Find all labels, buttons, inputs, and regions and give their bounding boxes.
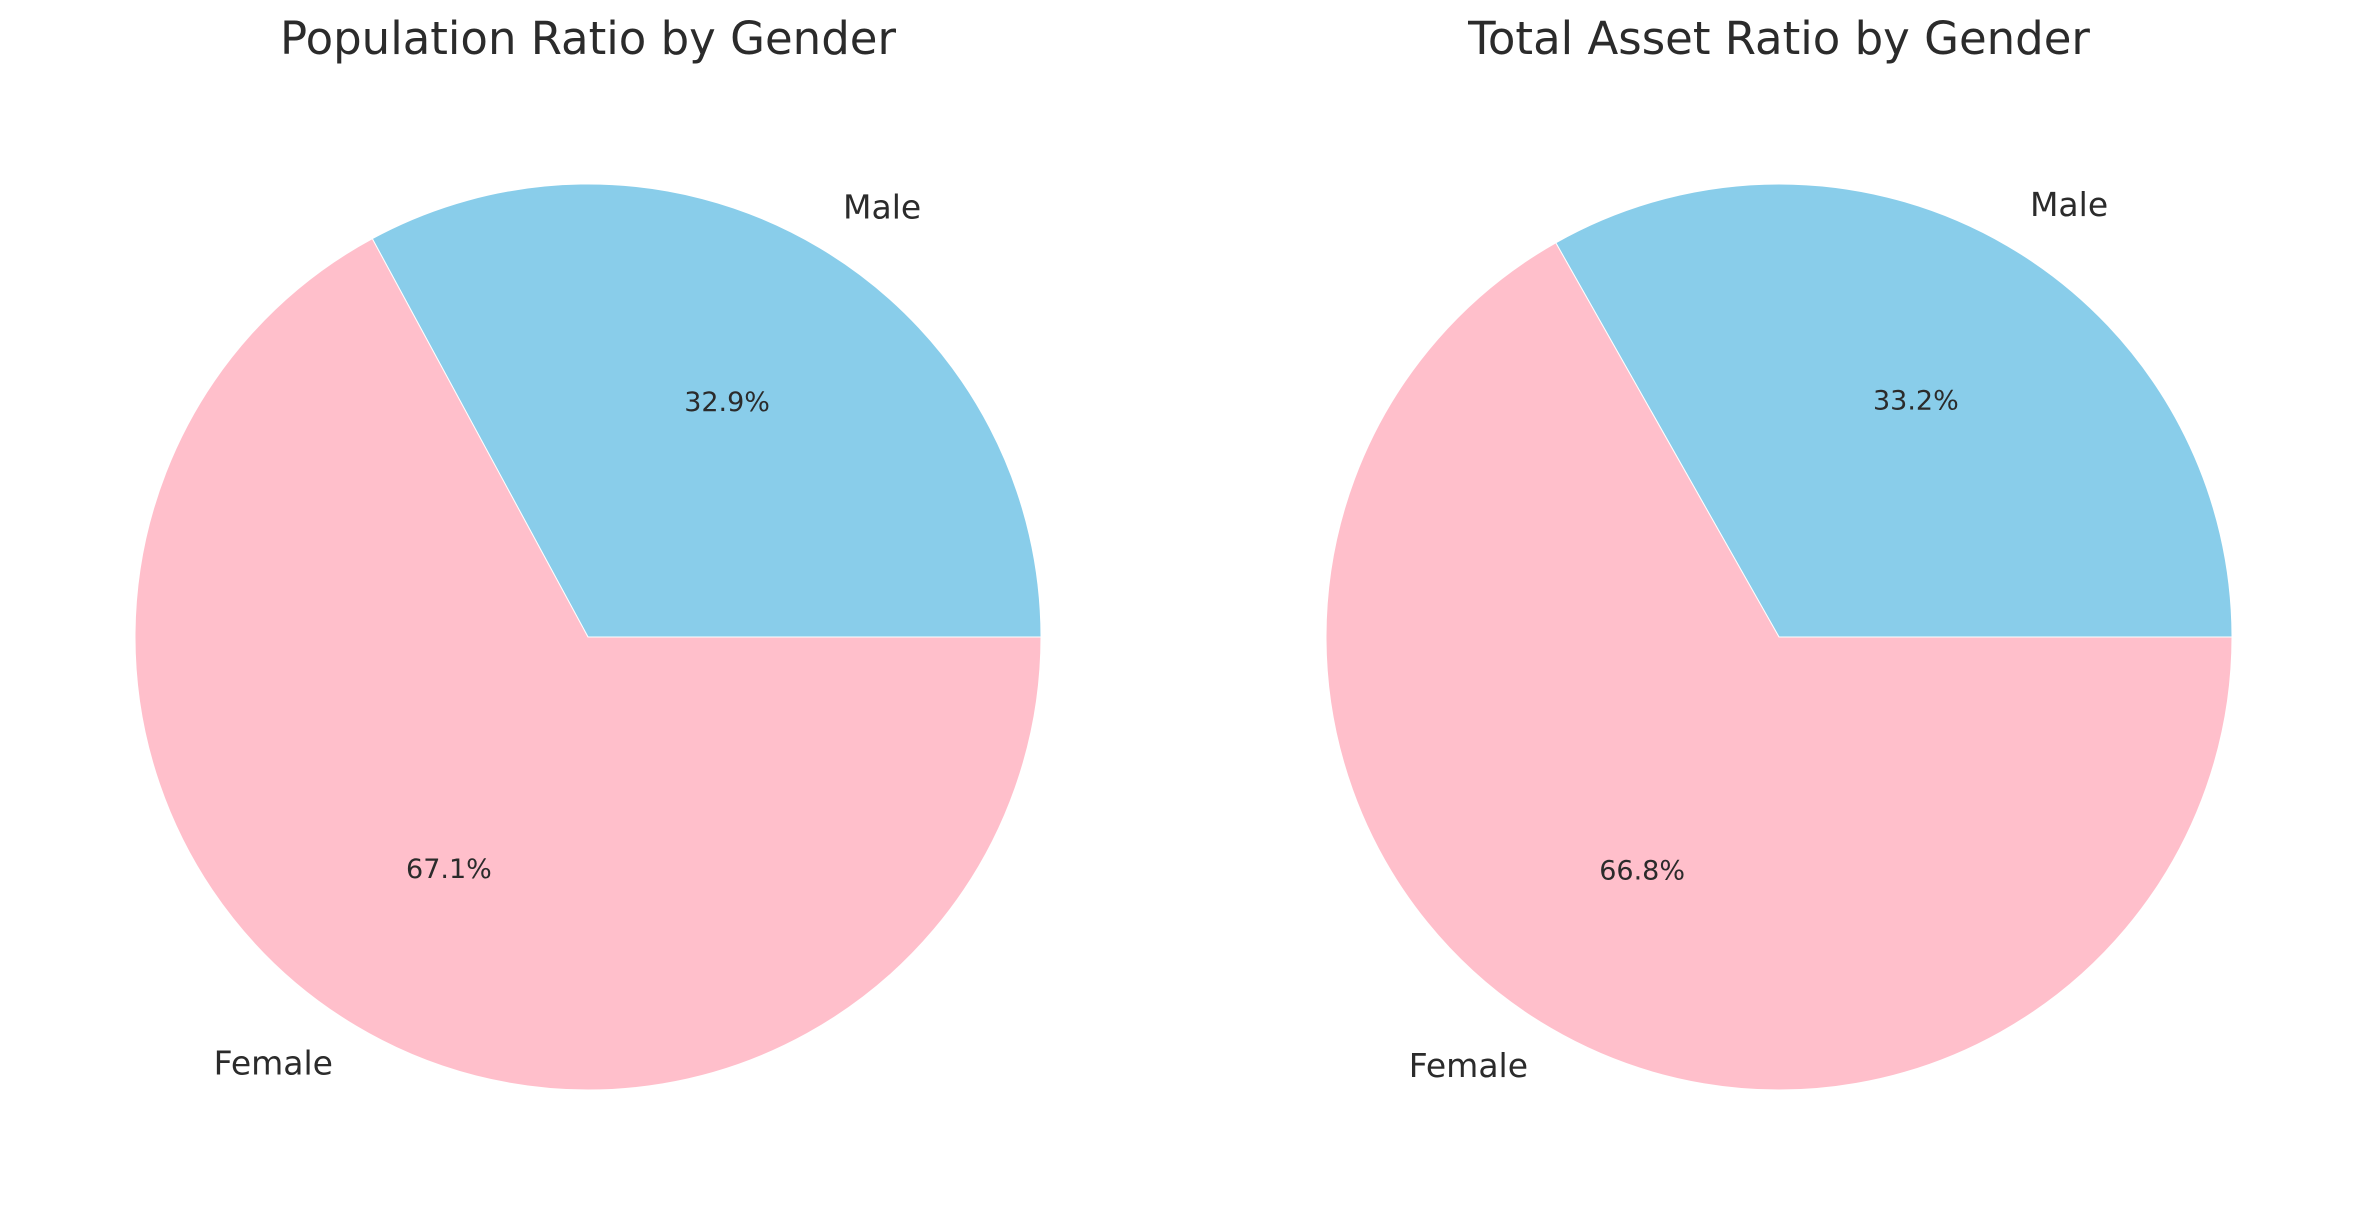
percent-label-female: 66.8% xyxy=(1599,855,1685,886)
percent-label-female: 67.1% xyxy=(406,854,492,885)
pie-slices xyxy=(1325,183,2233,1091)
pie-slice-male xyxy=(371,183,1042,638)
pie-chart-total-asset: Total Asset Ratio by Gender Male 33.2% Fem… xyxy=(1325,12,2233,1091)
slice-label-male: Male xyxy=(843,187,921,226)
chart-title: Total Asset Ratio by Gender xyxy=(1467,12,2090,65)
pie-slice-male xyxy=(1555,183,2233,638)
pie-slice-female xyxy=(134,237,1042,1091)
slice-label-male: Male xyxy=(2030,185,2108,224)
slice-label-female: Female xyxy=(214,1044,333,1083)
pie-labels: Male 32.9% Female 67.1% xyxy=(214,187,922,1082)
pie-slices xyxy=(134,183,1042,1091)
pie-labels: Male 33.2% Female 66.8% xyxy=(1409,185,2108,1085)
percent-label-male: 32.9% xyxy=(684,387,770,418)
slice-label-female: Female xyxy=(1409,1046,1528,1085)
percent-label-male: 33.2% xyxy=(1873,386,1959,417)
chart-title: Population Ratio by Gender xyxy=(280,12,896,65)
pie-slice-female xyxy=(1325,242,2233,1091)
pie-chart-population: Population Ratio by Gender Male 32.9% Fema… xyxy=(134,12,1042,1091)
